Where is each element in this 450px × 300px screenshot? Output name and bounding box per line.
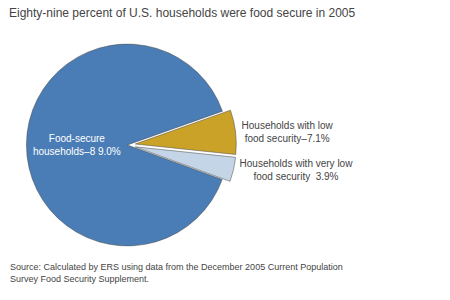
svg-text:Source: Calculated by ERS usin: Source: Calculated by ERS using data fro… — [10, 262, 343, 284]
svg-text:Eighty-nine percent of U.S. ho: Eighty-nine percent of U.S. households w… — [9, 6, 356, 20]
svg-text:Households with very lowfood s: Households with very lowfood security 3.… — [240, 158, 354, 182]
svg-text:Households with lowfood securi: Households with lowfood security–7.1% — [242, 120, 334, 144]
svg-text:Food-securehouseholds–8 9.0%: Food-securehouseholds–8 9.0% — [33, 133, 121, 157]
